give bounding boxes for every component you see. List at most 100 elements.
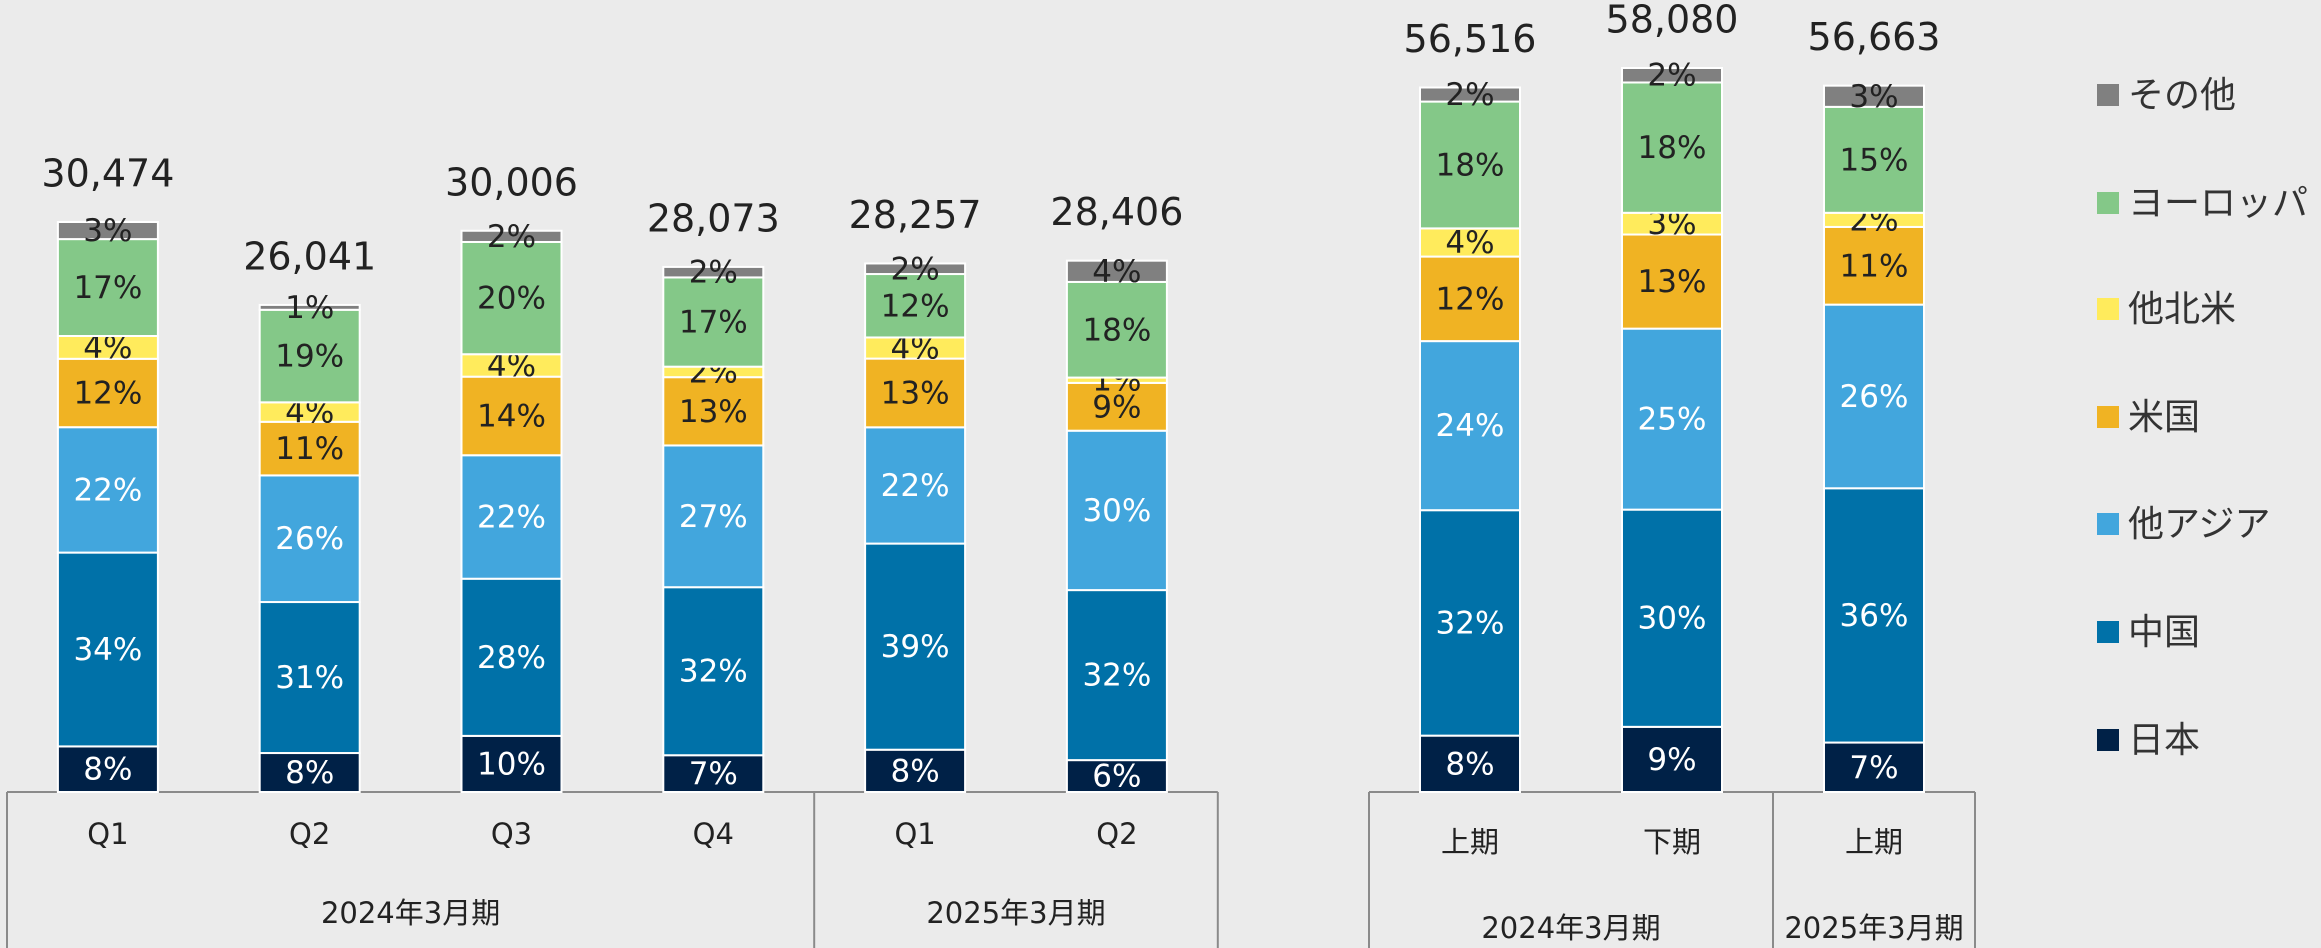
bar-segment xyxy=(662,586,765,757)
data-label: 32% xyxy=(679,654,748,690)
bar-segment xyxy=(56,238,159,338)
data-label: 2% xyxy=(1647,58,1696,94)
data-label: 9% xyxy=(1647,742,1696,778)
total-label: 56,516 xyxy=(1404,17,1537,61)
data-label: 8% xyxy=(285,755,334,791)
bar-segment xyxy=(864,262,967,276)
bar-segment xyxy=(662,444,765,589)
data-label: 18% xyxy=(1638,130,1707,166)
x-tick-label: Q1 xyxy=(894,817,935,851)
bar-segment xyxy=(864,357,967,429)
bar-segment xyxy=(1823,225,1925,306)
x-tick-label: Q4 xyxy=(693,817,734,851)
group-label: 2024年3月期 xyxy=(1481,911,1660,945)
bar-segment xyxy=(1065,259,1168,283)
data-label: 18% xyxy=(1082,312,1151,348)
x-tick-label: Q2 xyxy=(1096,817,1137,851)
data-label: 13% xyxy=(881,375,950,411)
bar-segment xyxy=(56,357,159,429)
total-label: 28,257 xyxy=(849,193,982,237)
data-label: 3% xyxy=(83,213,132,249)
bar-segment xyxy=(1065,589,1168,762)
bar-segment xyxy=(662,754,765,793)
bar-segment xyxy=(1621,233,1723,330)
bar-segment xyxy=(1419,255,1521,343)
data-label: 32% xyxy=(1436,605,1505,641)
bar-segment xyxy=(1419,100,1521,230)
bar-segment xyxy=(1065,381,1168,432)
legend-label: 他アジア xyxy=(2128,504,2271,545)
bar-segment xyxy=(460,454,563,580)
data-label: 7% xyxy=(1849,750,1898,786)
data-label: 18% xyxy=(1436,147,1505,183)
data-label: 9% xyxy=(1092,389,1141,425)
legend-swatch xyxy=(2097,84,2119,106)
data-label: 8% xyxy=(1445,746,1494,782)
data-label: 30% xyxy=(1638,601,1707,637)
bar-segment xyxy=(1823,303,1925,490)
data-label: 10% xyxy=(477,746,546,782)
data-label: 4% xyxy=(1092,254,1141,290)
total-label: 30,474 xyxy=(41,152,174,196)
data-label: 2% xyxy=(1445,77,1494,113)
bar-segment xyxy=(864,542,967,751)
data-label: 17% xyxy=(73,270,142,306)
bar-segment xyxy=(1823,487,1925,744)
data-label: 31% xyxy=(275,660,344,696)
legend-swatch xyxy=(2097,621,2119,643)
legend-label: その他 xyxy=(2128,75,2236,116)
bar-segment xyxy=(258,752,361,793)
group-label: 2025年3月期 xyxy=(926,896,1105,930)
bar-segment xyxy=(662,265,765,279)
legend-label: ヨーロッパ xyxy=(2128,183,2308,224)
data-label: 11% xyxy=(1840,248,1909,284)
data-label: 1% xyxy=(285,290,334,326)
bar-segment xyxy=(258,308,361,404)
data-label: 32% xyxy=(1082,658,1151,694)
bar-segment xyxy=(460,577,563,737)
bar-segment xyxy=(460,229,563,243)
x-tick-label: 下期 xyxy=(1643,825,1701,859)
data-label: 2% xyxy=(891,251,940,287)
data-label: 24% xyxy=(1436,408,1505,444)
data-label: 7% xyxy=(689,756,738,792)
data-label: 22% xyxy=(477,499,546,535)
data-label: 15% xyxy=(1840,142,1909,178)
data-label: 3% xyxy=(1849,79,1898,115)
data-label: 34% xyxy=(73,632,142,668)
bar-segment xyxy=(56,745,159,794)
legend-label: 日本 xyxy=(2128,720,2200,761)
x-tick-label: Q1 xyxy=(87,817,128,851)
bar-segment xyxy=(1823,84,1925,108)
bar-segment xyxy=(1621,67,1723,84)
bar-segment xyxy=(1065,280,1168,379)
total-label: 26,041 xyxy=(243,234,376,278)
legend-swatch xyxy=(2097,729,2119,751)
data-label: 22% xyxy=(881,468,950,504)
bar-segment xyxy=(460,734,563,793)
bar-segment xyxy=(258,601,361,755)
bar-segment xyxy=(258,420,361,477)
group-label: 2024年3月期 xyxy=(321,896,500,930)
data-label: 39% xyxy=(881,629,950,665)
group-label: 2025年3月期 xyxy=(1784,911,1963,945)
data-label: 20% xyxy=(477,281,546,317)
data-label: 13% xyxy=(679,394,748,430)
bar-segment xyxy=(56,551,159,748)
data-label: 8% xyxy=(83,752,132,788)
data-label: 36% xyxy=(1840,598,1909,634)
data-label: 27% xyxy=(679,499,748,535)
data-label: 4% xyxy=(1445,225,1494,261)
data-label: 8% xyxy=(891,753,940,789)
data-label: 30% xyxy=(1082,493,1151,529)
legend-swatch xyxy=(2097,406,2119,428)
bar-segment xyxy=(460,375,563,457)
data-label: 12% xyxy=(73,376,142,412)
data-label: 2% xyxy=(689,255,738,291)
bar-segment xyxy=(258,474,361,604)
bar-segment xyxy=(1419,86,1521,103)
legend-label: 他北米 xyxy=(2128,289,2236,330)
legend-swatch xyxy=(2097,298,2119,320)
data-label: 11% xyxy=(275,431,344,467)
bar-segment xyxy=(864,748,967,793)
